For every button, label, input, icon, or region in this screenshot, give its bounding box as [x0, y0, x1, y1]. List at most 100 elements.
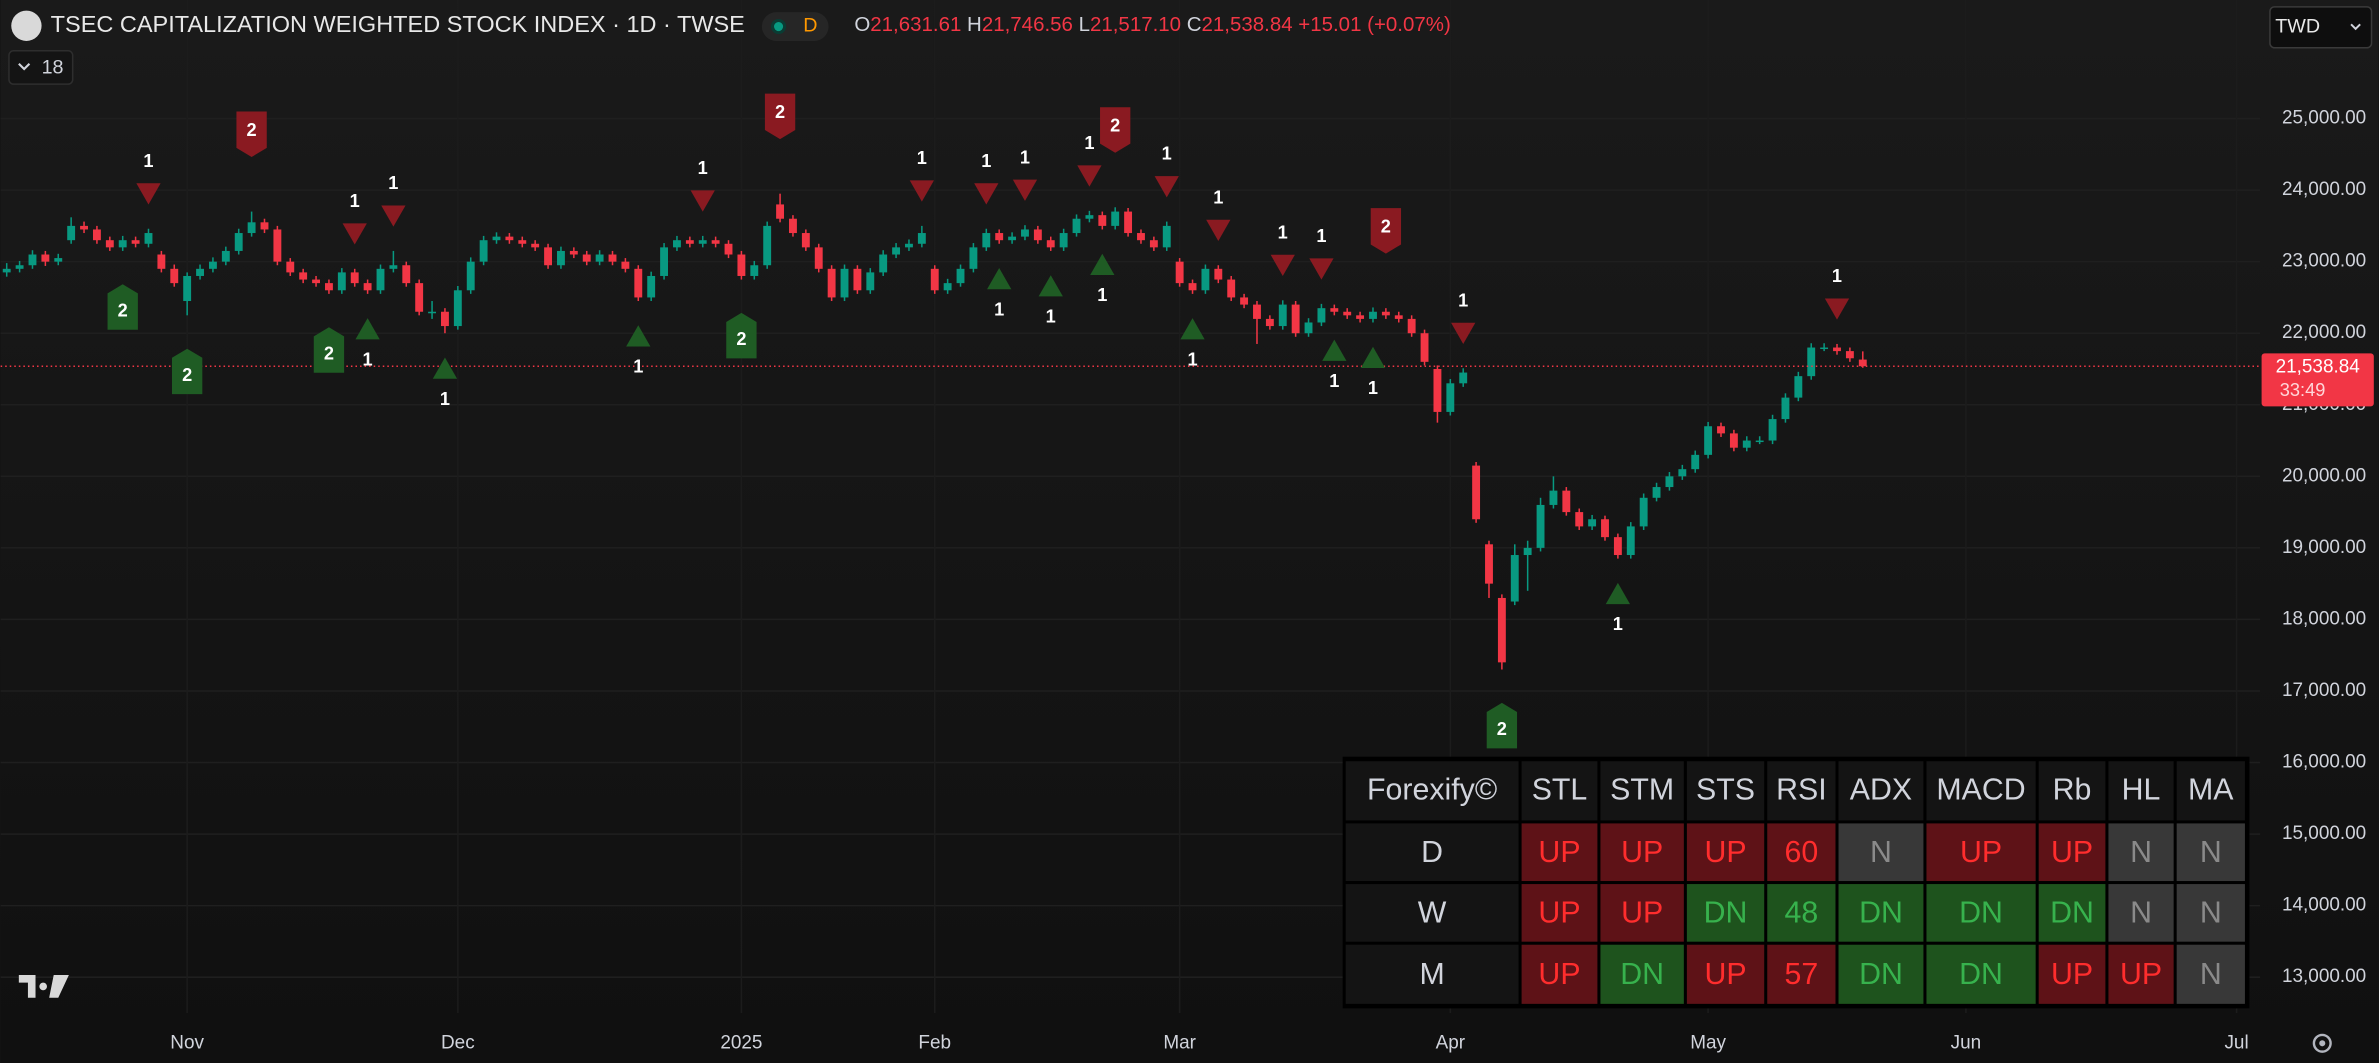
candle-body	[917, 233, 926, 244]
row-label: W	[1418, 896, 1447, 929]
buy-label: 2	[1497, 719, 1507, 739]
table-cell	[2038, 944, 2106, 1004]
sell-box	[236, 111, 267, 157]
y-tick-label: 15,000.00	[2282, 823, 2366, 844]
c-label: C	[1187, 13, 1202, 36]
candle-body	[634, 268, 643, 298]
sell-arrow	[1154, 176, 1179, 198]
candle-body	[1214, 268, 1223, 280]
table-cell	[2176, 944, 2245, 1004]
tv-logo[interactable]	[18, 975, 69, 998]
header-text: RSI	[1776, 774, 1827, 807]
y-tick-label: 25,000.00	[2282, 108, 2366, 129]
sell-arrow	[1270, 254, 1295, 277]
candle-body	[698, 240, 707, 244]
candle-body	[1381, 311, 1390, 316]
symbol-title[interactable]: TSEC CAPITALIZATION WEIGHTED STOCK INDEX…	[51, 11, 745, 37]
candle-body	[969, 247, 978, 269]
last-price-box	[2261, 353, 2374, 407]
candle-body	[1369, 311, 1377, 319]
candle-body	[866, 272, 875, 291]
settings-icon[interactable]	[2312, 1033, 2332, 1053]
sell-label: 1	[1213, 187, 1223, 207]
candle-body	[1201, 268, 1210, 291]
sell-label: 1	[1316, 226, 1326, 246]
sell-arrow	[1206, 219, 1231, 241]
candle-body	[1240, 297, 1249, 305]
candle-body	[608, 254, 617, 262]
candle-body	[595, 254, 604, 262]
candle-body	[1575, 512, 1584, 527]
table-cell	[2108, 884, 2174, 942]
buy-label: 2	[182, 365, 192, 385]
sell-label: 1	[981, 151, 991, 171]
candle-body	[1729, 433, 1738, 448]
table-cell	[1345, 944, 1519, 1004]
y-tick-label: 22,000.00	[2282, 322, 2366, 343]
candle-body	[1510, 555, 1519, 602]
header-text: STM	[1610, 774, 1674, 807]
candle-body	[247, 222, 256, 234]
candle-body	[54, 258, 63, 262]
candle-body	[144, 233, 153, 244]
cell-text: N	[2200, 896, 2222, 929]
axes: 13,000.00 14,000.00 15,000.00 16,000.00 17,0…	[170, 108, 2366, 1054]
candle-body	[518, 240, 527, 244]
currency-select[interactable]	[2269, 6, 2373, 49]
candle-body	[376, 268, 385, 291]
buy-label: 2	[736, 329, 746, 349]
h-value: 21,746.56	[982, 13, 1073, 36]
cell-text: UP	[1704, 836, 1746, 869]
cell-text: N	[2200, 958, 2222, 991]
buy-label: 1	[1097, 285, 1107, 305]
candle-body	[1717, 426, 1725, 434]
candle-body	[569, 250, 578, 255]
candle-body	[673, 240, 681, 248]
candle-body	[1343, 311, 1352, 316]
candle-body	[479, 240, 488, 262]
cell-text: DN	[1959, 958, 2003, 991]
header-cell	[1686, 761, 1765, 821]
header-cell	[1767, 761, 1836, 821]
candle-body	[324, 283, 333, 291]
indicators-toggle[interactable]	[8, 50, 74, 85]
candle-body	[1665, 476, 1674, 488]
buy-arrow	[987, 268, 1012, 290]
cell-text: N	[2130, 896, 2152, 929]
buy-arrow	[1090, 253, 1115, 275]
cell-text: UP	[1960, 836, 2002, 869]
buy-box	[1486, 702, 1518, 749]
buy-arrow	[432, 357, 458, 379]
header-text: STS	[1696, 774, 1755, 807]
candle-body	[1059, 233, 1068, 248]
sell-label: 1	[917, 148, 927, 168]
row-label: D	[1421, 836, 1443, 869]
candle-body	[453, 290, 462, 327]
candle-body	[1845, 351, 1854, 359]
candle-body	[1330, 308, 1339, 312]
candle-body	[1639, 497, 1648, 527]
buy-label: 1	[1329, 371, 1339, 391]
candle-body	[1588, 519, 1597, 527]
table-cell	[2108, 823, 2174, 882]
table-cell	[1686, 884, 1765, 942]
table-cell	[2038, 884, 2106, 942]
symbol-icon[interactable]	[11, 10, 42, 41]
table-cell	[1838, 884, 1924, 942]
table-cell	[1767, 884, 1836, 942]
candle-body	[389, 265, 398, 269]
candle-body	[531, 243, 540, 248]
sell-label: 1	[388, 173, 398, 193]
sell-box	[1100, 107, 1131, 153]
candle-body	[350, 272, 359, 284]
candle-body	[1742, 440, 1751, 448]
interval-badge: D	[803, 15, 817, 37]
candle-body	[1162, 225, 1171, 248]
header-cell	[1838, 761, 1924, 821]
candle-body	[840, 268, 849, 298]
candle-body	[1704, 426, 1713, 455]
buy-label: 1	[633, 357, 643, 377]
x-tick-label: May	[1690, 1032, 1726, 1053]
candle-body	[1085, 215, 1094, 219]
